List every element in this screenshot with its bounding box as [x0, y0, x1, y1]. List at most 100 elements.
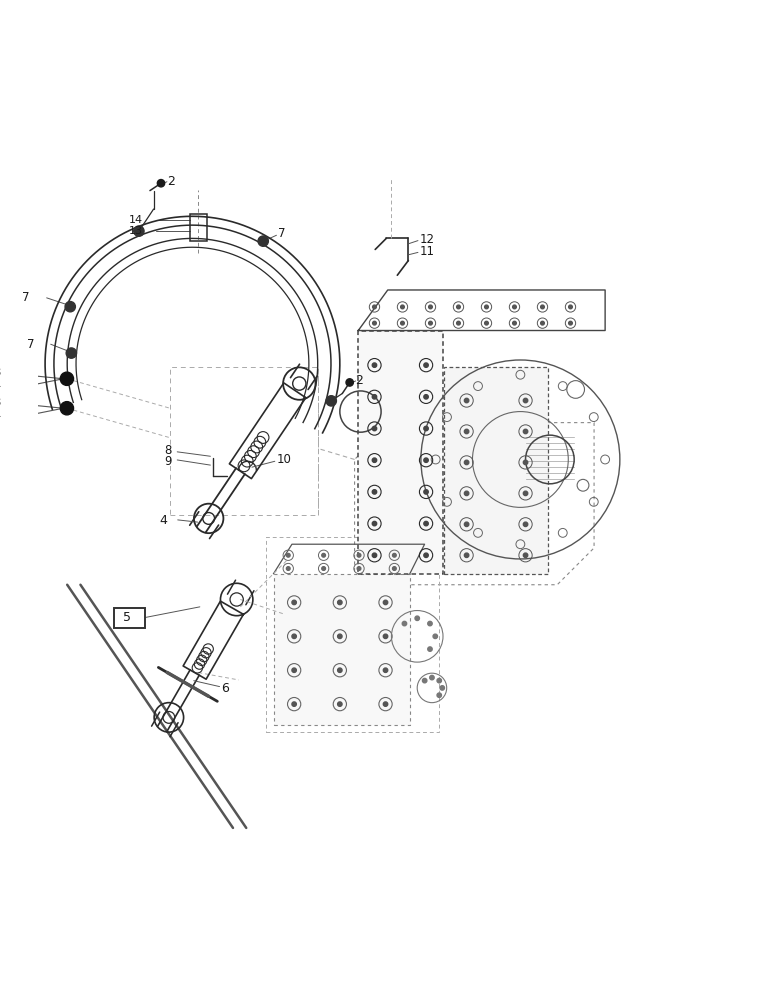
- Circle shape: [485, 305, 488, 309]
- Circle shape: [464, 460, 469, 465]
- Circle shape: [400, 305, 404, 309]
- Circle shape: [286, 553, 290, 557]
- Circle shape: [258, 236, 268, 246]
- Text: 10: 10: [276, 453, 291, 466]
- Circle shape: [523, 522, 528, 527]
- Circle shape: [569, 321, 573, 325]
- Text: 6: 6: [221, 682, 229, 695]
- Circle shape: [383, 668, 388, 672]
- Circle shape: [456, 305, 460, 309]
- Circle shape: [513, 305, 516, 309]
- Text: 14: 14: [128, 215, 143, 225]
- Text: 11: 11: [419, 245, 435, 258]
- Circle shape: [383, 634, 388, 639]
- Circle shape: [338, 668, 342, 672]
- Circle shape: [400, 321, 404, 325]
- Circle shape: [383, 702, 388, 706]
- Circle shape: [322, 567, 325, 570]
- Circle shape: [523, 553, 528, 557]
- Circle shape: [292, 634, 296, 639]
- Circle shape: [523, 398, 528, 403]
- Circle shape: [424, 426, 428, 431]
- Circle shape: [286, 567, 290, 570]
- FancyBboxPatch shape: [113, 608, 144, 628]
- Circle shape: [61, 372, 74, 385]
- Text: 2: 2: [355, 374, 362, 387]
- Text: 7: 7: [27, 338, 35, 351]
- Circle shape: [424, 521, 428, 526]
- Circle shape: [428, 305, 432, 309]
- Circle shape: [338, 702, 342, 706]
- Circle shape: [66, 348, 77, 358]
- Circle shape: [464, 522, 469, 527]
- Circle shape: [424, 553, 428, 557]
- Circle shape: [372, 426, 376, 431]
- Circle shape: [372, 305, 376, 309]
- Circle shape: [402, 621, 407, 626]
- Circle shape: [372, 553, 376, 557]
- Circle shape: [428, 621, 432, 626]
- Circle shape: [464, 491, 469, 496]
- Circle shape: [424, 490, 428, 494]
- Circle shape: [372, 395, 376, 399]
- Circle shape: [422, 678, 427, 683]
- Circle shape: [383, 600, 388, 605]
- Circle shape: [437, 693, 442, 697]
- Circle shape: [523, 460, 528, 465]
- Circle shape: [523, 491, 528, 496]
- Circle shape: [428, 647, 432, 651]
- Bar: [445, 367, 548, 574]
- Circle shape: [133, 226, 144, 236]
- Circle shape: [292, 600, 296, 605]
- Circle shape: [523, 429, 528, 434]
- Circle shape: [424, 395, 428, 399]
- Circle shape: [322, 553, 325, 557]
- Circle shape: [292, 668, 296, 672]
- Circle shape: [430, 675, 434, 680]
- Circle shape: [424, 363, 428, 367]
- Circle shape: [158, 180, 165, 187]
- Circle shape: [464, 553, 469, 557]
- Text: 9: 9: [165, 455, 172, 468]
- Text: 12: 12: [419, 233, 435, 246]
- Circle shape: [428, 321, 432, 325]
- Circle shape: [440, 686, 445, 690]
- Circle shape: [372, 458, 376, 462]
- Circle shape: [393, 567, 397, 570]
- Circle shape: [357, 567, 361, 570]
- Text: 13: 13: [128, 226, 142, 236]
- Circle shape: [61, 402, 74, 415]
- Text: 5: 5: [123, 611, 131, 624]
- Circle shape: [357, 553, 361, 557]
- Circle shape: [424, 458, 428, 462]
- Circle shape: [456, 321, 460, 325]
- Circle shape: [464, 429, 469, 434]
- Circle shape: [372, 321, 376, 325]
- Circle shape: [433, 634, 438, 639]
- Circle shape: [437, 678, 442, 683]
- Circle shape: [513, 321, 516, 325]
- Circle shape: [541, 305, 544, 309]
- Bar: [273, 574, 410, 725]
- Circle shape: [569, 305, 573, 309]
- Circle shape: [415, 616, 419, 620]
- Text: 2: 2: [167, 175, 175, 188]
- Bar: [359, 331, 443, 574]
- Circle shape: [326, 396, 337, 406]
- Circle shape: [541, 321, 544, 325]
- Text: 7: 7: [23, 291, 29, 304]
- Text: 7: 7: [278, 227, 286, 240]
- Circle shape: [393, 553, 397, 557]
- Circle shape: [65, 302, 75, 312]
- Circle shape: [292, 702, 296, 706]
- Circle shape: [464, 398, 469, 403]
- Circle shape: [372, 521, 376, 526]
- Circle shape: [346, 379, 353, 386]
- Bar: [266, 537, 439, 732]
- Circle shape: [372, 490, 376, 494]
- Text: 8: 8: [165, 444, 172, 457]
- Bar: [171, 367, 317, 515]
- Circle shape: [372, 363, 376, 367]
- Circle shape: [338, 634, 342, 639]
- Bar: [189, 214, 207, 241]
